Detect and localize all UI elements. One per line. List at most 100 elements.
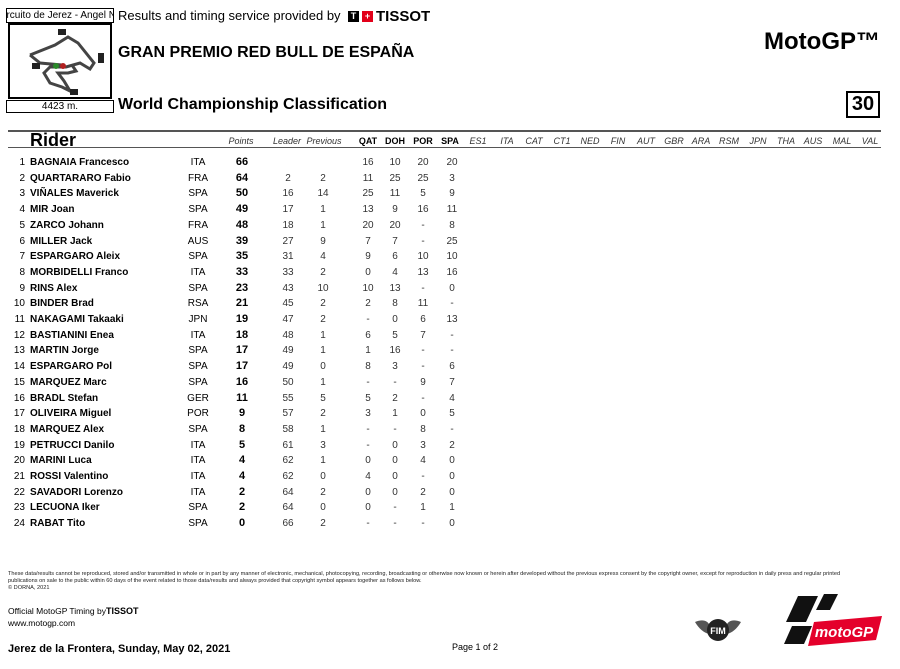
race-header-spa: SPA [441, 136, 459, 146]
race-points-qat: 2 [365, 298, 371, 310]
gap-to-previous: 1 [320, 376, 326, 388]
race-points-qat: 4 [365, 471, 371, 482]
race-points-qat: 20 [362, 219, 374, 231]
rider-name: LECUONA Iker [30, 502, 100, 514]
rider-name: MIR Joan [30, 204, 75, 216]
points: 49 [235, 203, 249, 216]
rank: 17 [13, 408, 25, 420]
race-header-ct1: CT1 [553, 136, 571, 146]
race-points-doh: - [393, 502, 397, 514]
race-points-spa: 25 [446, 235, 458, 247]
website-link[interactable]: www.motogp.com [8, 618, 76, 628]
rider-name: RINS Alex [30, 282, 78, 294]
nation: POR [187, 408, 209, 420]
race-points-doh: 25 [389, 172, 401, 184]
points: 5 [238, 438, 246, 451]
rank: 22 [13, 486, 25, 498]
race-points-spa: 16 [446, 266, 458, 278]
rider-name: BASTIANINI Enea [30, 329, 114, 341]
nation: ITA [190, 157, 206, 168]
points: 8 [238, 422, 246, 435]
nation: SPA [188, 204, 208, 216]
rank: 3 [19, 188, 25, 200]
gap-to-previous: 2 [320, 172, 326, 184]
gap-to-previous: 4 [320, 251, 326, 263]
race-points-doh: 7 [392, 235, 398, 247]
race-header-mal: MAL [832, 136, 852, 146]
gap-to-previous: 10 [317, 282, 329, 294]
race-points-spa: 6 [449, 361, 455, 373]
column-header-leader: Leader [272, 136, 302, 146]
gap-to-leader: 17 [282, 204, 294, 216]
race-points-por: 6 [420, 314, 426, 325]
race-points-qat: 10 [362, 282, 374, 294]
place-date: Jerez de la Frontera, Sunday, May 02, 20… [8, 643, 231, 655]
race-header-val: VAL [861, 136, 879, 146]
gap-to-previous: 9 [320, 235, 326, 247]
classification-title: World Championship Classification [118, 96, 388, 113]
race-points-qat: - [366, 423, 370, 435]
gap-to-previous: 1 [320, 219, 326, 231]
rank: 20 [13, 455, 25, 467]
race-points-qat: - [366, 518, 370, 530]
copyright: © DORNA, 2021 [8, 585, 50, 591]
race-points-doh: 6 [392, 251, 398, 263]
race-points-qat: 1 [365, 345, 371, 357]
points: 35 [235, 250, 249, 263]
gap-to-previous: 0 [320, 471, 326, 482]
gap-to-leader: 27 [282, 235, 294, 247]
rider-name: BINDER Brad [30, 298, 94, 310]
points: 33 [235, 265, 249, 278]
gap-to-leader: 45 [282, 298, 294, 310]
nation: FRA [188, 219, 208, 231]
points: 21 [235, 297, 249, 310]
rider-name: ZARCO Johann [30, 219, 104, 231]
gap-to-previous: 1 [320, 345, 326, 357]
race-header-cat: CAT [525, 136, 543, 146]
race-points-qat: 3 [365, 408, 371, 420]
gap-to-previous: 1 [320, 423, 326, 435]
points: 64 [235, 171, 249, 184]
race-points-spa: 7 [449, 376, 455, 388]
race-points-spa: 4 [449, 392, 455, 404]
race-points-por: 10 [417, 251, 429, 263]
race-header-jpn: JPN [749, 136, 767, 146]
gap-to-leader: 50 [282, 376, 294, 388]
race-points-spa: 8 [449, 219, 455, 231]
race-points-por: 9 [420, 376, 426, 388]
race-points-doh: 4 [392, 266, 398, 278]
race-points-qat: 16 [362, 157, 374, 168]
points: 48 [235, 218, 249, 231]
race-points-spa: 0 [449, 518, 455, 530]
rank: 9 [19, 282, 25, 294]
race-points-doh: - [393, 376, 397, 388]
race-header-gbr: GBR [664, 136, 684, 146]
race-header-por: POR [413, 136, 433, 146]
race-header-tha: THA [777, 136, 795, 146]
rider-name: NAKAGAMI Takaaki [30, 314, 124, 325]
gap-to-leader: 31 [282, 251, 294, 263]
race-points-doh: 20 [389, 219, 401, 231]
gap-to-previous: 1 [320, 329, 326, 341]
rank: 12 [13, 329, 25, 341]
race-header-es1: ES1 [469, 136, 487, 146]
gap-to-previous: 1 [320, 204, 326, 216]
race-points-spa: 5 [449, 408, 455, 420]
race-points-por: 7 [420, 329, 426, 341]
rank: 13 [13, 345, 25, 357]
race-points-doh: 1 [392, 408, 398, 420]
nation: ITA [190, 471, 206, 482]
race-points-por: 8 [420, 423, 426, 435]
gap-to-leader: 55 [282, 392, 294, 404]
race-points-qat: 0 [365, 486, 371, 498]
fim-logo: FIM [695, 612, 741, 653]
svg-text:motoGP: motoGP [815, 624, 874, 641]
points: 17 [235, 360, 249, 373]
document-number: 30 [846, 91, 880, 118]
gap-to-leader: 49 [282, 361, 294, 373]
official-timing: Official MotoGP Timing byTISSOT [8, 606, 138, 616]
race-points-por: 1 [420, 502, 426, 514]
nation: ITA [190, 486, 206, 498]
race-points-spa: - [450, 345, 454, 357]
race-points-qat: 25 [362, 188, 374, 200]
